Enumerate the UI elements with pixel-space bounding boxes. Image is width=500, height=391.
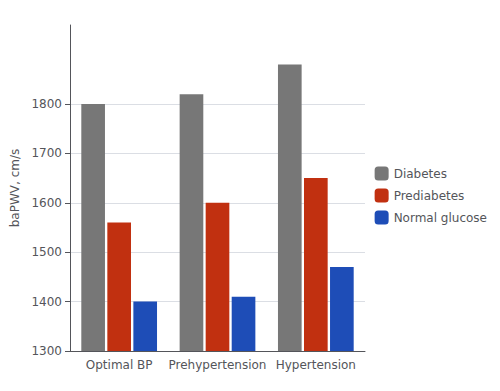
svg-text:Normal glucose: Normal glucose: [394, 211, 487, 225]
svg-text:1600: 1600: [31, 196, 62, 210]
svg-text:Prehypertension: Prehypertension: [169, 358, 267, 372]
svg-text:1700: 1700: [31, 146, 62, 160]
svg-text:baPWV, cm/s: baPWV, cm/s: [8, 149, 22, 228]
svg-text:Hypertension: Hypertension: [276, 358, 356, 372]
svg-text:Diabetes: Diabetes: [394, 167, 447, 181]
svg-text:Optimal BP: Optimal BP: [86, 358, 153, 372]
svg-text:1300: 1300: [31, 344, 62, 358]
svg-text:1500: 1500: [31, 245, 62, 259]
svg-text:1400: 1400: [31, 295, 62, 309]
svg-text:1800: 1800: [31, 97, 62, 111]
svg-text:Prediabetes: Prediabetes: [394, 189, 465, 203]
